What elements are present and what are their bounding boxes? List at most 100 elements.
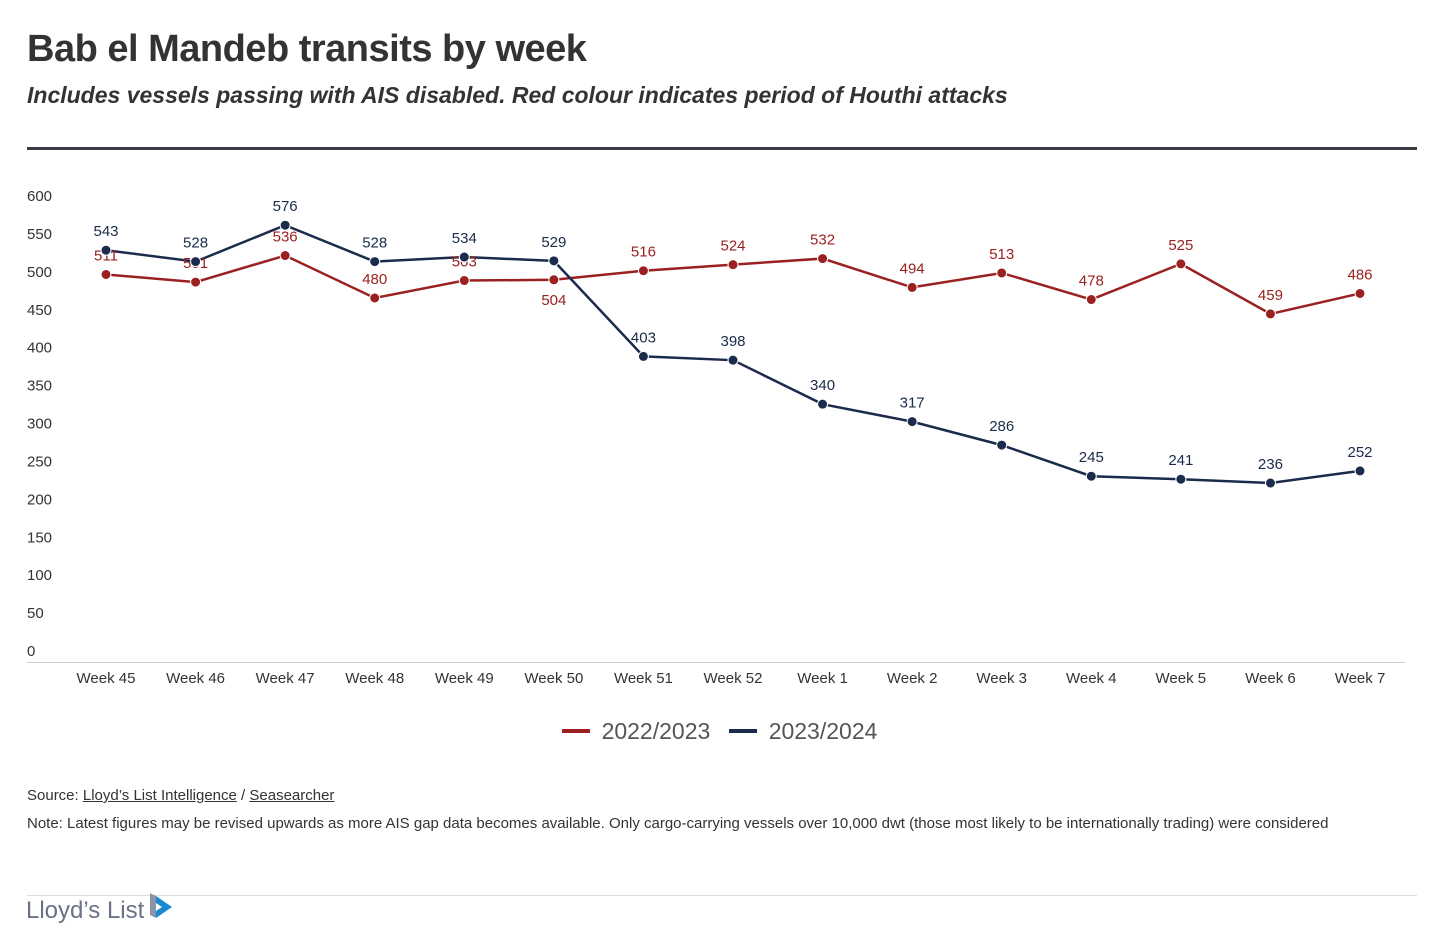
chart-title: Bab el Mandeb transits by week xyxy=(27,28,587,70)
data-label: 478 xyxy=(1079,273,1104,290)
data-label: 543 xyxy=(93,223,118,240)
y-tick-label: 150 xyxy=(27,529,52,546)
legend-label: 2022/2023 xyxy=(601,718,711,744)
legend-swatch xyxy=(561,728,590,733)
data-label: 494 xyxy=(900,260,925,277)
data-label: 516 xyxy=(631,244,656,261)
y-tick-label: 300 xyxy=(27,416,52,433)
data-point xyxy=(279,219,291,231)
y-tick-label: 100 xyxy=(27,567,52,584)
legend-label: 2023/2024 xyxy=(768,718,878,744)
data-label: 504 xyxy=(541,292,566,309)
data-label: 513 xyxy=(989,246,1014,263)
data-point xyxy=(1354,465,1366,477)
y-tick-label: 250 xyxy=(27,453,52,470)
data-label: 532 xyxy=(810,232,835,249)
data-point xyxy=(100,244,112,256)
legend-item-2022-2023[interactable]: 2022/2023 xyxy=(561,718,711,745)
data-point xyxy=(369,256,381,268)
data-label: 241 xyxy=(1168,452,1193,469)
x-tick-label: Week 6 xyxy=(1245,670,1296,687)
data-label: 398 xyxy=(720,333,745,350)
y-tick-label: 0 xyxy=(27,643,35,660)
data-point xyxy=(906,416,918,428)
x-tick-label: Week 2 xyxy=(887,670,938,687)
data-label: 236 xyxy=(1258,456,1283,473)
source-separator: / xyxy=(241,787,246,804)
data-label: 524 xyxy=(720,238,745,255)
data-label: 245 xyxy=(1079,449,1104,466)
data-label: 529 xyxy=(541,234,566,251)
data-point xyxy=(996,267,1008,279)
data-label: 340 xyxy=(810,377,835,394)
data-point xyxy=(817,253,829,265)
y-tick-label: 600 xyxy=(27,188,52,205)
x-tick-label: Week 52 xyxy=(704,670,763,687)
data-point xyxy=(996,439,1008,451)
data-point xyxy=(548,274,560,286)
data-point xyxy=(1085,470,1097,482)
data-label: 252 xyxy=(1347,444,1372,461)
data-point xyxy=(637,265,649,277)
x-tick-label: Week 48 xyxy=(345,670,404,687)
data-point xyxy=(279,250,291,262)
x-tick-label: Week 7 xyxy=(1335,670,1386,687)
data-point xyxy=(1175,258,1187,270)
chart-subtitle: Includes vessels passing with AIS disabl… xyxy=(27,82,1008,108)
x-tick-label: Week 3 xyxy=(976,670,1027,687)
source-link-seasearcher[interactable]: Seasearcher xyxy=(249,787,335,804)
data-point xyxy=(637,350,649,362)
data-point xyxy=(458,251,470,263)
data-point xyxy=(727,259,739,271)
legend-item-2023-2024[interactable]: 2023/2024 xyxy=(728,718,878,745)
data-label: 511 xyxy=(94,247,118,264)
data-point xyxy=(1264,477,1276,489)
legend: 2022/2023 2023/2024 xyxy=(0,718,1439,745)
x-tick-label: Week 49 xyxy=(435,670,494,687)
data-label: 576 xyxy=(273,198,298,215)
data-label: 528 xyxy=(183,235,208,252)
data-label: 534 xyxy=(452,230,477,247)
data-label: 403 xyxy=(631,329,656,346)
x-tick-label: Week 47 xyxy=(256,670,315,687)
data-label: 459 xyxy=(1258,287,1283,304)
data-point xyxy=(727,354,739,366)
lloyds-list-logo: Lloyd’s List xyxy=(26,893,175,925)
header-divider xyxy=(27,147,1417,150)
data-point xyxy=(817,398,829,410)
x-tick-label: Week 50 xyxy=(524,670,583,687)
data-label: 525 xyxy=(1168,237,1193,254)
data-label: 317 xyxy=(900,395,925,412)
source-link-lloyds-list-intelligence[interactable]: Lloyd’s List Intelligence xyxy=(82,787,237,804)
data-label: 528 xyxy=(362,235,387,252)
line-chart: 0 50 100 150 200 250 300 350 400 450 500 550 600 Week… xyxy=(27,188,1405,687)
legend-swatch xyxy=(728,728,757,733)
data-label: 286 xyxy=(989,418,1014,435)
y-tick-label: 400 xyxy=(27,340,52,357)
x-tick-label: Week 4 xyxy=(1066,670,1117,687)
data-point xyxy=(1354,287,1366,299)
data-point xyxy=(1085,294,1097,306)
y-tick-label: 50 xyxy=(27,605,44,622)
data-label: 536 xyxy=(273,229,298,246)
y-tick-label: 200 xyxy=(27,491,52,508)
data-label: 486 xyxy=(1347,266,1372,283)
source-label: Source: xyxy=(27,787,79,804)
note: Note: Latest figures may be revised upwa… xyxy=(27,815,1329,832)
logo-play-icon xyxy=(150,893,173,918)
x-tick-label: Week 45 xyxy=(77,670,136,687)
data-point xyxy=(190,256,202,268)
data-point xyxy=(1175,473,1187,485)
data-point xyxy=(100,268,112,280)
y-tick-label: 450 xyxy=(27,302,52,319)
data-point xyxy=(548,255,560,267)
x-tick-label: Week 51 xyxy=(614,670,673,687)
x-tick-label: Week 46 xyxy=(166,670,225,687)
x-tick-label: Week 5 xyxy=(1156,670,1207,687)
data-point xyxy=(906,281,918,293)
data-point xyxy=(369,292,381,304)
data-point xyxy=(1264,308,1276,320)
data-label: 480 xyxy=(362,271,387,288)
logo-text: Lloyd’s List xyxy=(26,897,145,924)
x-tick-label: Week 1 xyxy=(797,670,848,687)
